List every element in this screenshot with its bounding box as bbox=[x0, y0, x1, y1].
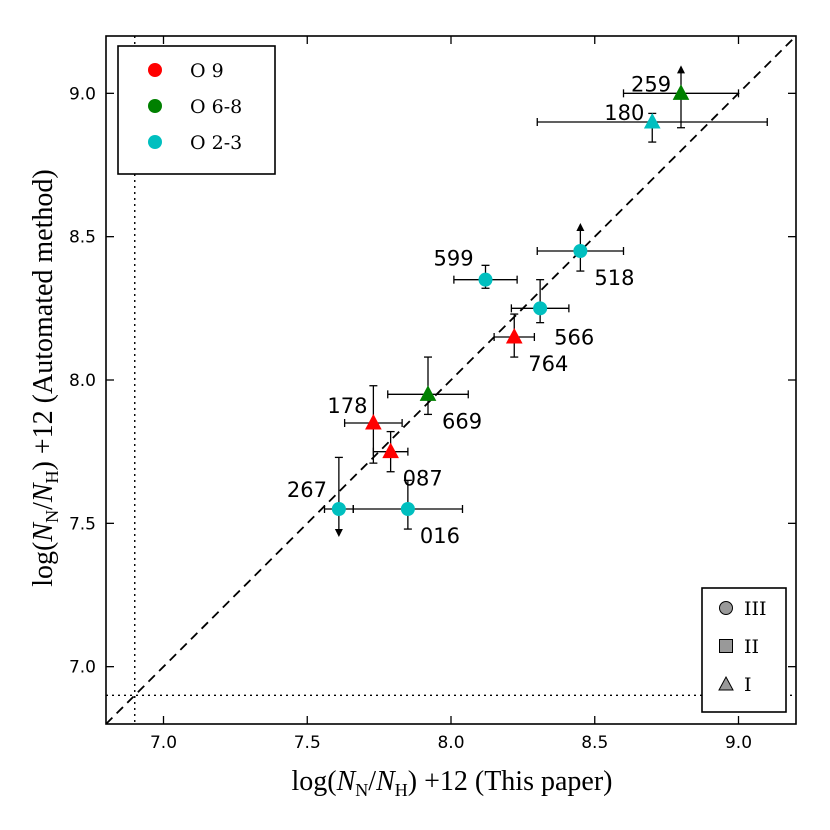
data-point-label: 267 bbox=[287, 478, 327, 502]
data-point-circle bbox=[573, 244, 588, 258]
x-tick-label: 8.0 bbox=[437, 733, 464, 753]
y-tick-label: 9.0 bbox=[69, 84, 96, 104]
legend-triangle-marker bbox=[718, 675, 734, 691]
y-tick-label: 8.5 bbox=[69, 228, 96, 248]
legend-spectral: O 9 O 6-8 O 2-3 bbox=[117, 45, 276, 175]
legend-label: I bbox=[744, 674, 752, 696]
lower-limit-arrow bbox=[677, 65, 685, 74]
y-tick-label: 7.5 bbox=[69, 514, 96, 534]
data-point-label: 764 bbox=[528, 352, 568, 376]
data-point-triangle bbox=[382, 442, 399, 459]
legend-label: III bbox=[744, 598, 767, 620]
data-point-label: 178 bbox=[327, 394, 367, 418]
y-tick-label: 7.0 bbox=[69, 658, 96, 678]
plot-frame bbox=[105, 35, 797, 725]
data-point-label: 518 bbox=[594, 266, 634, 290]
upper-limit-arrow bbox=[334, 529, 343, 537]
x-axis-title: log(NN/NH) +12 (This paper) bbox=[292, 766, 613, 800]
svg-text:log(NN/NH) +12 (Automated meth: log(NN/NH) +12 (Automated method) bbox=[28, 169, 62, 586]
data-point-circle bbox=[331, 502, 346, 516]
data-point-triangle bbox=[672, 84, 690, 100]
legend-label: O 9 bbox=[190, 60, 224, 82]
data-point-label: 016 bbox=[420, 524, 460, 548]
data-point-circle bbox=[478, 272, 493, 287]
svg-text:log(NN/NH) +12 (This paper): log(NN/NH) +12 (This paper) bbox=[292, 766, 613, 800]
data-point-triangle bbox=[505, 327, 523, 344]
legend-marker bbox=[148, 99, 162, 113]
data-point-label: 087 bbox=[403, 467, 443, 491]
legend-marker bbox=[148, 63, 162, 77]
data-point-circle bbox=[533, 301, 548, 316]
legend-spectral-box bbox=[117, 45, 276, 175]
data-point-label: 599 bbox=[434, 247, 474, 271]
y-tick-label: 8.0 bbox=[69, 371, 96, 391]
data-point-triangle bbox=[643, 112, 661, 129]
plot-area: 7.0 7.5 8.0 8.5 9.0 7.0 7.5 8.0 8.5 9.0 259 180 518 5… bbox=[69, 35, 797, 753]
y-axis-title: log(NN/NH) +12 (Automated method) bbox=[28, 169, 62, 586]
legend-square-marker bbox=[719, 639, 733, 653]
x-tick-label: 7.5 bbox=[294, 733, 321, 753]
data-point-label: 259 bbox=[631, 72, 671, 96]
x-tick-label: 8.5 bbox=[581, 733, 608, 753]
data-point-label: 180 bbox=[604, 101, 644, 125]
one-to-one-line bbox=[106, 36, 796, 724]
legend-label: II bbox=[744, 636, 759, 658]
lower-limit-arrow bbox=[576, 223, 585, 231]
legend-luminosity-box bbox=[701, 587, 787, 713]
data-point-label: 669 bbox=[442, 409, 482, 433]
x-tick-label: 9.0 bbox=[725, 733, 752, 753]
data-point-label: 566 bbox=[554, 325, 594, 349]
x-tick-label: 7.0 bbox=[150, 733, 177, 753]
legend-label: O 2-3 bbox=[190, 132, 242, 154]
data-point-triangle bbox=[419, 385, 437, 401]
data-point-triangle bbox=[365, 413, 382, 430]
data-point-circle bbox=[400, 502, 415, 516]
legend-marker bbox=[148, 135, 162, 149]
legend-circle-marker bbox=[719, 601, 733, 615]
legend-label: O 6-8 bbox=[190, 96, 242, 118]
